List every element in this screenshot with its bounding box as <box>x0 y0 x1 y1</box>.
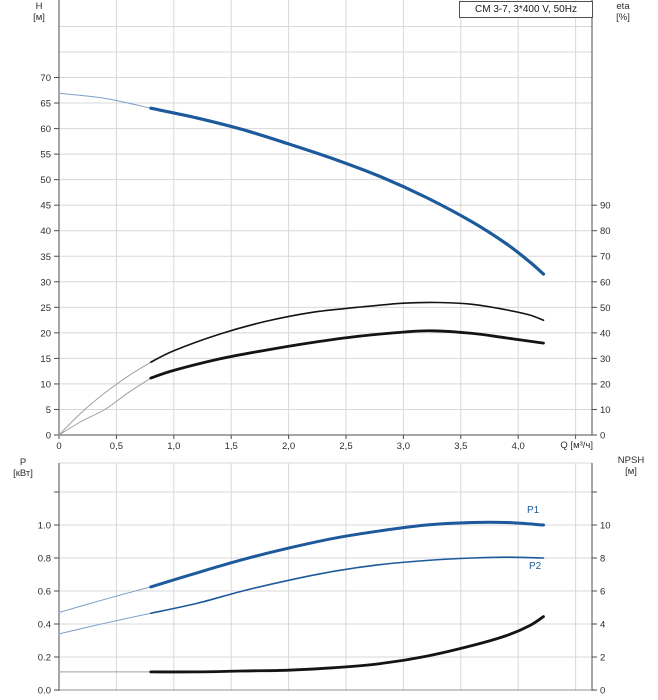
tick-label: 10 <box>600 521 611 532</box>
tick-label: 90 <box>600 201 611 212</box>
curve-P2 <box>150 556 545 615</box>
curve-P1 <box>149 520 545 589</box>
tick-label: 2,5 <box>339 441 352 452</box>
tick-label: 50 <box>600 303 611 314</box>
curve-H <box>149 106 546 276</box>
tick-label: 8 <box>600 554 605 565</box>
npsh-axis-label: NPSH [м] <box>617 455 645 477</box>
tick-label: 2 <box>600 653 605 664</box>
tick-label: 3,0 <box>397 441 410 452</box>
tick-label: 6 <box>600 587 605 598</box>
tick-label: 0 <box>56 441 61 452</box>
tick-label: 3,5 <box>454 441 467 452</box>
tick-label: 55 <box>40 150 51 161</box>
tick-label: 40 <box>40 226 51 237</box>
series-chart0 <box>58 92 546 436</box>
flow-axis-label: Q [м³/ч] <box>560 440 593 451</box>
tick-label: 1,5 <box>225 441 238 452</box>
tick-label: 25 <box>40 303 51 314</box>
tick-label: 70 <box>40 73 51 84</box>
tick-label: 60 <box>40 124 51 135</box>
tick-label: 0,5 <box>110 441 123 452</box>
tick-label: 60 <box>600 277 611 288</box>
tick-label: 0.4 <box>38 620 51 631</box>
tick-label: 0.8 <box>38 554 51 565</box>
pump-model-title-box: CM 3-7, 3*400 V, 50Hz <box>459 1 593 18</box>
series-chart1 <box>58 520 545 674</box>
tick-label: 0 <box>600 431 605 442</box>
tick-label: 0.2 <box>38 653 51 664</box>
tick-label: 0 <box>600 686 605 697</box>
tick-label: 0.6 <box>38 587 51 598</box>
tick-labels-chart1: 0.0 0.2 0.4 0.6 0.8 1.0 0 2 4 6 8 10 <box>38 521 611 697</box>
curve-P1-lead <box>58 586 152 613</box>
curve-eta-pump <box>150 301 545 363</box>
gridlines-chart0 <box>59 0 592 435</box>
power-axis-label: P [кВт] <box>13 457 33 479</box>
tick-label: 30 <box>600 354 611 365</box>
tick-label: 2,0 <box>282 441 295 452</box>
tick-label: 80 <box>600 226 611 237</box>
eta-axis-label: eta [%] <box>616 1 630 23</box>
curve-eta-pump-motor-lead <box>58 377 152 436</box>
tick-label: 10 <box>600 405 611 416</box>
tick-labels-chart0: 0 5 10 15 20 25 30 35 40 45 50 55 60 65 70 0 10 20 30 40 50 6… <box>40 73 610 452</box>
tick-label: 35 <box>40 252 51 263</box>
head-axis-label: H [м] <box>33 1 45 23</box>
p1-curve-label: P1 <box>527 505 540 516</box>
tick-label: 20 <box>40 328 51 339</box>
tick-label: 5 <box>46 405 51 416</box>
tick-label: 45 <box>40 201 51 212</box>
axes-chart1 <box>54 463 597 691</box>
curve-NPSH <box>149 615 545 674</box>
tick-label: 1,0 <box>167 441 180 452</box>
axes-chart0 <box>54 0 597 439</box>
tick-label: 1.0 <box>38 521 51 532</box>
tick-label: 4 <box>600 620 605 631</box>
curve-eta-pump-lead <box>58 361 152 436</box>
tick-label: 65 <box>40 99 51 110</box>
tick-label: 30 <box>40 277 51 288</box>
curve-P2-lead <box>58 612 152 635</box>
gridlines-chart1 <box>59 462 592 691</box>
tick-label: 0 <box>46 431 51 442</box>
curve-H-lead <box>58 92 152 109</box>
p2-curve-label: P2 <box>529 561 542 572</box>
tick-label: 50 <box>40 175 51 186</box>
curve-eta-pump-motor <box>149 329 545 380</box>
tick-label: 40 <box>600 328 611 339</box>
tick-label: 70 <box>600 252 611 263</box>
tick-label: 0.0 <box>38 686 51 697</box>
tick-label: 4,0 <box>512 441 525 452</box>
tick-label: 15 <box>40 354 51 365</box>
tick-label: 10 <box>40 379 51 390</box>
tick-label: 20 <box>600 379 611 390</box>
